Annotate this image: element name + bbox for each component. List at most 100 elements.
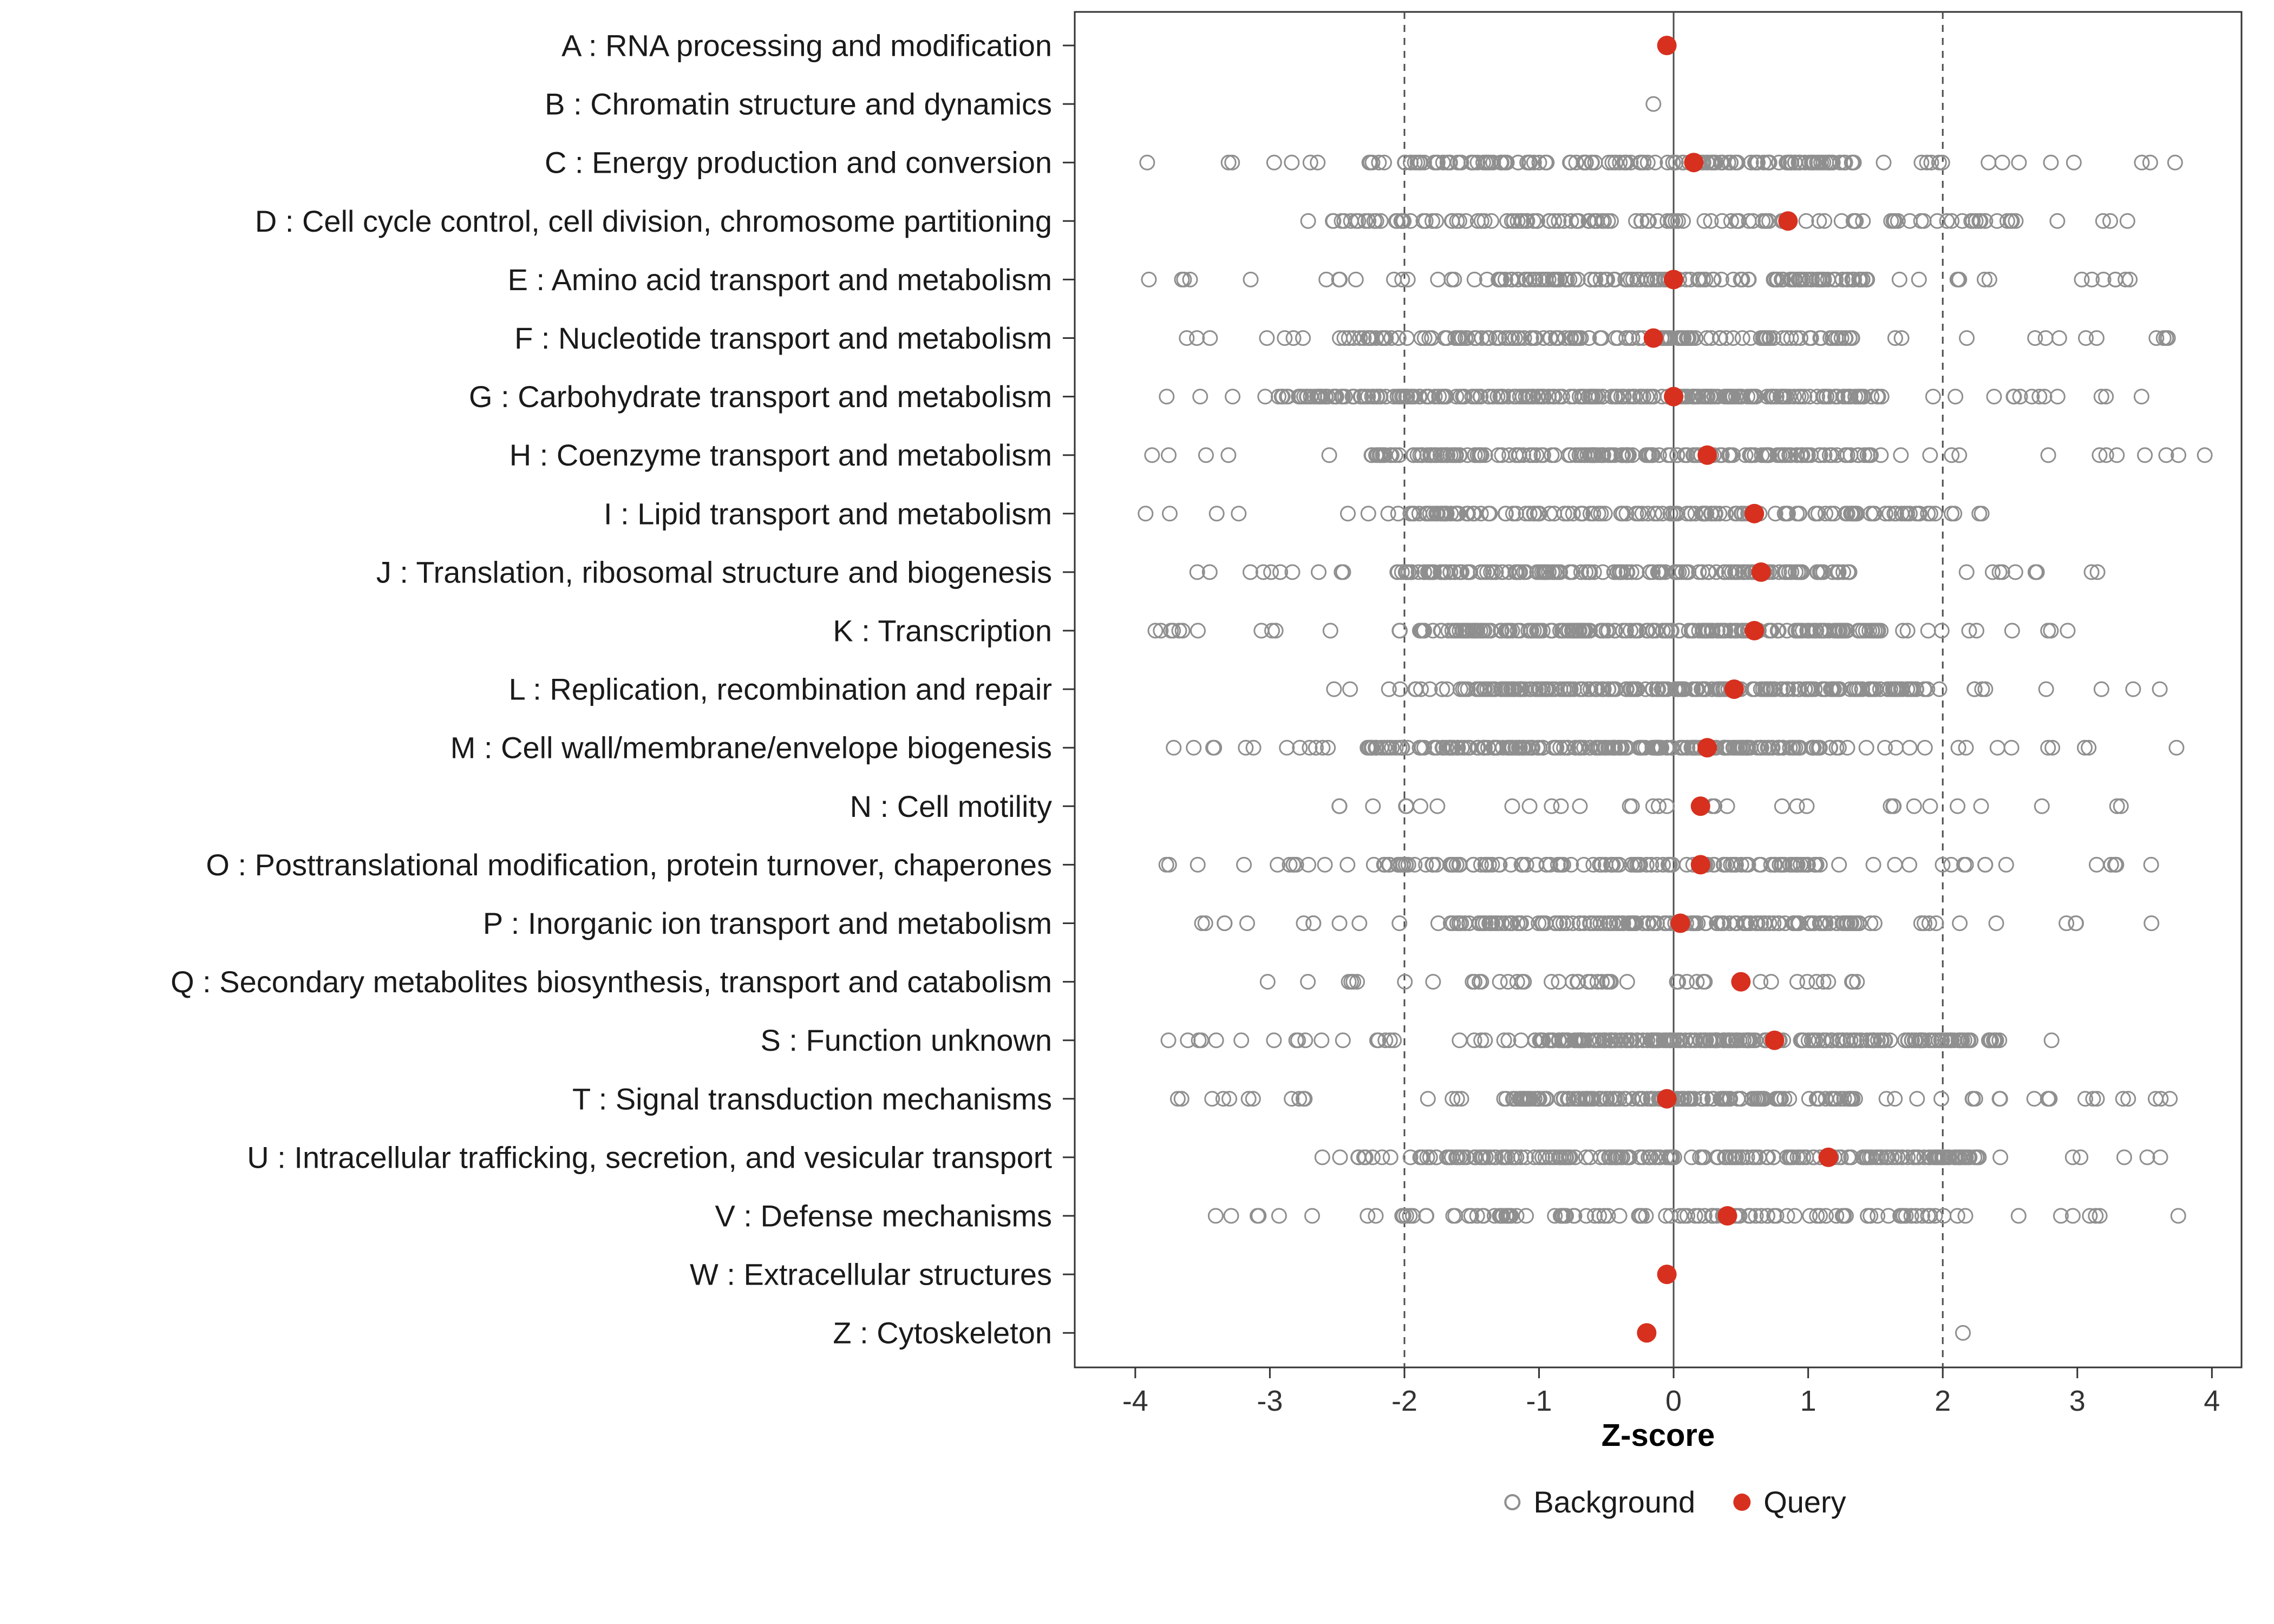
background-point [1386,271,1402,287]
background-point [1778,506,1794,522]
background-point [1651,447,1667,463]
background-point [1153,623,1169,639]
background-point [2064,1149,2081,1165]
background-point [1920,1208,1936,1224]
background-point [1735,564,1752,580]
background-point [1623,623,1639,639]
background-point [1838,330,1854,346]
background-point [1426,564,1442,580]
background-point [1827,1091,1843,1107]
background-point [1669,447,1685,463]
background-point [1502,915,1519,931]
background-point [1392,681,1408,697]
background-point [1577,389,1593,405]
background-point [1460,506,1476,522]
background-point [1527,271,1544,287]
background-point [1966,681,1983,697]
background-point [1839,506,1855,522]
background-point [1512,389,1528,405]
background-point [1791,915,1807,931]
background-point [1595,623,1611,639]
background-point [1348,271,1364,287]
background-point [1619,564,1636,580]
background-point [1189,330,1205,346]
background-point [1469,623,1486,639]
background-point [1924,1032,1940,1049]
background-point [1788,564,1804,580]
background-point [1794,564,1810,580]
background-point [1266,1032,1282,1049]
background-point [2095,271,2112,287]
background-point [1768,1208,1785,1224]
background-point [1400,739,1416,756]
background-point [2031,389,2048,405]
background-point [1719,389,1735,405]
background-point [1334,389,1350,405]
background-point [1526,213,1542,229]
background-point [1569,213,1585,229]
background-point [1606,623,1623,639]
background-point [1708,154,1724,171]
background-point [1491,856,1507,873]
background-point [2170,1208,2186,1224]
background-point [1594,974,1610,990]
background-point [1190,856,1206,873]
query-point-N [1690,796,1710,816]
legend-item-query: Query [1733,1484,1846,1520]
background-point [1602,974,1618,990]
background-point [1697,681,1713,697]
background-point [1559,915,1575,931]
background-point [2076,739,2093,756]
background-point [1532,681,1548,697]
background-point [1935,856,1951,873]
background-point [1460,739,1476,756]
background-point [1394,739,1410,756]
background-point [1882,1032,1898,1049]
background-point [1933,623,1950,639]
background-point [1493,623,1509,639]
background-point [1739,1032,1755,1049]
background-point [1433,564,1449,580]
background-point [1615,389,1631,405]
background-point [1484,213,1500,229]
background-point [1793,447,1809,463]
background-point [1589,915,1605,931]
background-point [1774,798,1790,814]
background-point [1144,447,1160,463]
category-label-B: B : Chromatin structure and dynamics [545,87,1052,121]
background-point [1809,564,1825,580]
background-point [1391,389,1408,405]
query-point-H [1697,445,1717,465]
background-point [1709,915,1725,931]
background-point [1769,1091,1785,1107]
background-point [2068,915,2084,931]
background-point [1368,213,1384,229]
background-point [1565,506,1581,522]
background-point [1921,915,1937,931]
background-point [1600,915,1617,931]
category-label-H: H : Coenzyme transport and metabolism [509,438,1052,472]
background-point [1839,739,1855,756]
background-point [1585,856,1602,873]
background-point [1781,447,1798,463]
background-point [1169,1091,1186,1107]
background-point [1389,213,1405,229]
background-point [1789,798,1805,814]
background-point [1641,213,1657,229]
background-point [2162,1091,2178,1107]
background-point [1703,623,1720,639]
background-point [1418,1208,1434,1224]
background-point [1904,1032,1920,1049]
background-point [1305,915,1322,931]
background-point [1567,739,1583,756]
background-point [1742,739,1759,756]
background-point [1966,1149,1983,1165]
query-point-F [1643,328,1663,348]
background-point [1900,1149,1916,1165]
background-point [1457,681,1473,697]
background-point [1314,1149,1330,1165]
background-point [1495,739,1511,756]
background-point [1707,506,1723,522]
background-point [1317,856,1333,873]
background-point [1605,915,1621,931]
